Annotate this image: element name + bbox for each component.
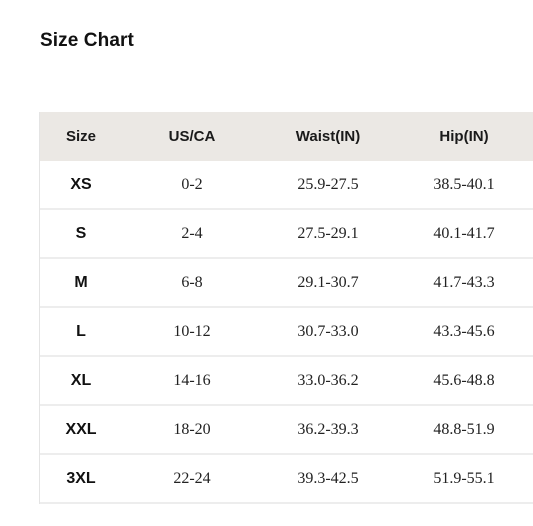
table-header-row: Size US/CA Waist(IN) Hip(IN) bbox=[40, 112, 533, 161]
hip-cell: 43.3-45.6 bbox=[433, 322, 495, 340]
size-cell: M bbox=[74, 273, 88, 291]
waist-cell: 29.1-30.7 bbox=[297, 273, 359, 291]
table-row: M 6-8 29.1-30.7 41.7-43.3 bbox=[40, 259, 533, 308]
size-cell: XL bbox=[70, 371, 92, 389]
waist-cell: 39.3-42.5 bbox=[297, 469, 359, 487]
header-us-ca: US/CA bbox=[168, 128, 216, 145]
size-cell: XS bbox=[70, 175, 92, 193]
hip-cell: 41.7-43.3 bbox=[433, 273, 495, 291]
table-row: XL 14-16 33.0-36.2 45.6-48.8 bbox=[40, 357, 533, 406]
header-waist: Waist(IN) bbox=[295, 128, 361, 145]
us-ca-cell: 6-8 bbox=[181, 273, 203, 291]
header-hip: Hip(IN) bbox=[439, 128, 489, 145]
us-ca-cell: 10-12 bbox=[173, 322, 211, 340]
size-cell: 3XL bbox=[66, 469, 96, 487]
waist-cell: 27.5-29.1 bbox=[297, 224, 359, 242]
waist-cell: 25.9-27.5 bbox=[297, 175, 359, 193]
size-cell: L bbox=[76, 322, 86, 340]
us-ca-cell: 14-16 bbox=[173, 371, 211, 389]
hip-cell: 48.8-51.9 bbox=[433, 420, 495, 438]
us-ca-cell: 2-4 bbox=[181, 224, 203, 242]
header-size: Size bbox=[65, 128, 96, 145]
waist-cell: 36.2-39.3 bbox=[297, 420, 359, 438]
us-ca-cell: 0-2 bbox=[181, 175, 203, 193]
size-cell: XXL bbox=[65, 420, 97, 438]
table-row: 3XL 22-24 39.3-42.5 51.9-55.1 bbox=[40, 455, 533, 504]
table-row: S 2-4 27.5-29.1 40.1-41.7 bbox=[40, 210, 533, 259]
page-title: Size Chart bbox=[40, 30, 134, 51]
hip-cell: 45.6-48.8 bbox=[433, 371, 495, 389]
table-row: XXL 18-20 36.2-39.3 48.8-51.9 bbox=[40, 406, 533, 455]
table-row: XS 0-2 25.9-27.5 38.5-40.1 bbox=[40, 161, 533, 210]
us-ca-cell: 18-20 bbox=[173, 420, 211, 438]
hip-cell: 38.5-40.1 bbox=[433, 175, 495, 193]
waist-cell: 30.7-33.0 bbox=[297, 322, 359, 340]
us-ca-cell: 22-24 bbox=[173, 469, 211, 487]
size-chart-table: Size US/CA Waist(IN) Hip(IN) XS 0-2 25.9… bbox=[39, 112, 533, 504]
hip-cell: 51.9-55.1 bbox=[433, 469, 495, 487]
hip-cell: 40.1-41.7 bbox=[433, 224, 495, 242]
table-row: L 10-12 30.7-33.0 43.3-45.6 bbox=[40, 308, 533, 357]
waist-cell: 33.0-36.2 bbox=[297, 371, 359, 389]
size-cell: S bbox=[75, 224, 87, 242]
